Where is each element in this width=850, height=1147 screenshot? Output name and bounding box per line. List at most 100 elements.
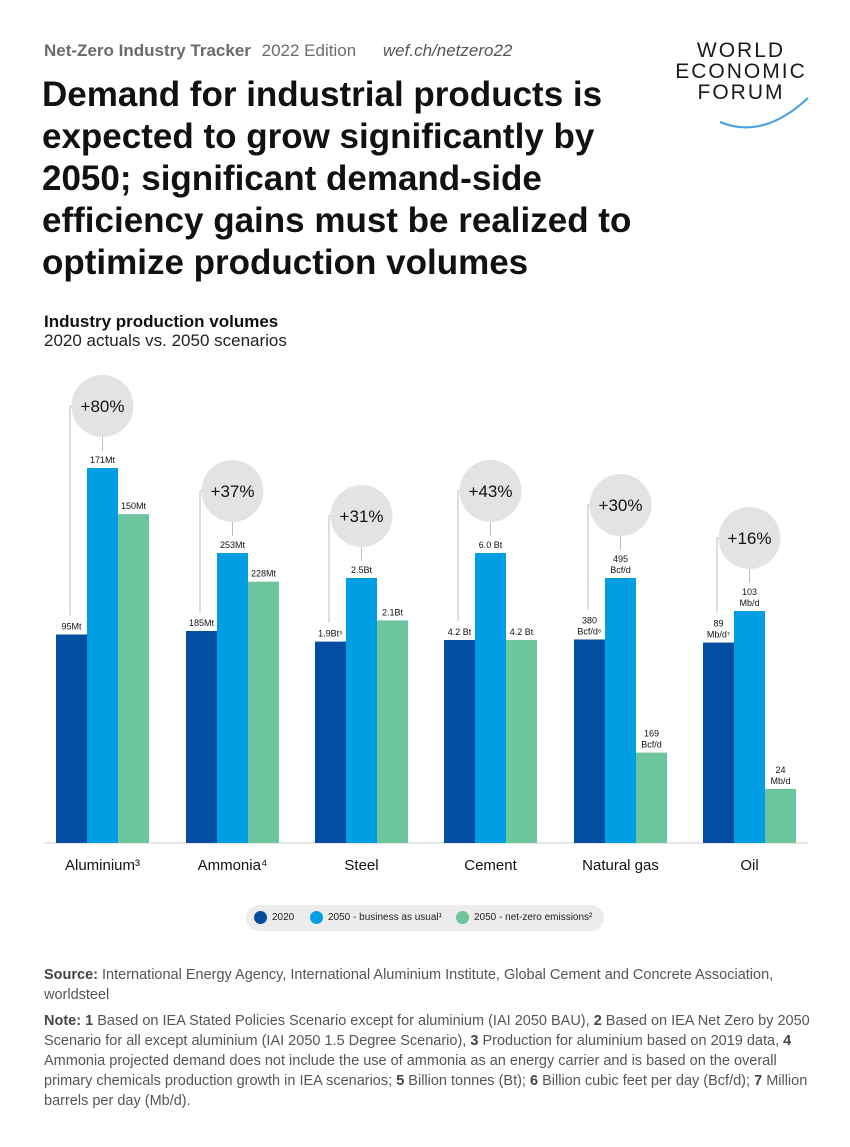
change-label: +30% xyxy=(599,496,643,515)
data-label: 380 Bcf/d⁶ xyxy=(577,615,602,636)
change-bubble xyxy=(459,460,522,522)
bar-netzero xyxy=(636,752,667,843)
data-label: 4.2 Bt xyxy=(510,627,534,637)
change-label: +43% xyxy=(469,482,513,501)
change-label: +80% xyxy=(81,397,125,416)
bar-2020 xyxy=(703,642,734,843)
change-bubble xyxy=(201,460,264,522)
change-bubble xyxy=(330,485,393,547)
bar-bau xyxy=(346,578,377,843)
connector-line xyxy=(199,490,202,613)
bar-netzero xyxy=(377,620,408,843)
note-num: 7 xyxy=(754,1073,763,1089)
note-num: 3 xyxy=(470,1033,479,1049)
logo-line-3: FORUM xyxy=(697,81,785,104)
data-label: 1.9Bt⁵ xyxy=(318,629,343,639)
data-label: 2.1Bt xyxy=(382,607,404,617)
note-label: Note: xyxy=(44,1013,82,1029)
legend-label: 2020 xyxy=(272,912,295,923)
bar-bau xyxy=(475,553,506,843)
change-bubble xyxy=(718,507,781,569)
category-label: Ammonia⁴ xyxy=(198,857,268,874)
source-text: International Energy Agency, Internation… xyxy=(44,967,774,1003)
bar-chart: 95Mt 171Mt 150Mt +80% Aluminium³ 185Mt 253Mt 22… xyxy=(44,375,808,874)
change-label: +31% xyxy=(340,507,384,526)
note-paragraph: Note: 1 Based on IEA Stated Policies Sce… xyxy=(44,1011,814,1111)
note-num: 5 xyxy=(396,1073,405,1089)
chart-legend: 2020 2050 - business as usual¹ 2050 - ne… xyxy=(246,905,604,931)
connector-line xyxy=(587,504,590,610)
data-label: 171Mt xyxy=(90,455,116,465)
chart-subtitle: 2020 actuals vs. 2050 scenarios xyxy=(44,331,287,350)
logo-line-2: ECONOMIC xyxy=(675,60,807,83)
data-label: 95Mt xyxy=(61,622,82,632)
source-note: Source: International Energy Agency, Int… xyxy=(44,965,814,1005)
connector-line xyxy=(69,405,72,616)
source-url-link[interactable]: wef.ch/netzero22 xyxy=(382,41,513,60)
legend-item-netzero: 2050 - net-zero emissions² xyxy=(456,911,592,924)
bar-2020 xyxy=(315,641,346,843)
data-label: 6.0 Bt xyxy=(479,540,503,550)
bar-2020 xyxy=(186,631,217,843)
legend-label: 2050 - business as usual¹ xyxy=(328,912,442,923)
data-label: 103 Mb/d xyxy=(739,587,759,608)
change-bubble xyxy=(589,474,652,536)
logo-arc-icon xyxy=(719,97,809,129)
tracker-brand: Net-Zero Industry Tracker xyxy=(44,41,251,60)
bar-2020 xyxy=(56,634,87,843)
footnotes: Source: International Energy Agency, Int… xyxy=(44,965,814,1117)
bar-netzero xyxy=(765,788,796,843)
change-label: +16% xyxy=(728,529,772,548)
wef-logo: WORLD ECONOMIC FORUM xyxy=(668,40,814,130)
source-label: Source: xyxy=(44,967,98,983)
data-label: 150Mt xyxy=(121,501,147,511)
bar-2020 xyxy=(574,639,605,843)
category-label: Oil xyxy=(740,857,758,874)
data-label: 24 Mb/d xyxy=(770,765,790,786)
change-label: +37% xyxy=(211,482,255,501)
note-text: Billion tonnes (Bt); xyxy=(408,1073,526,1089)
legend-swatch-2020 xyxy=(254,911,267,924)
data-label: 253Mt xyxy=(220,540,246,550)
bar-netzero xyxy=(248,581,279,843)
tracker-edition: 2022 Edition xyxy=(261,41,357,60)
legend-label: 2050 - net-zero emissions² xyxy=(474,912,593,923)
bar-netzero xyxy=(506,640,537,843)
note-text: Production for aluminium based on 2019 d… xyxy=(482,1033,780,1049)
connector-line xyxy=(328,515,331,623)
category-label: Natural gas xyxy=(582,857,659,874)
bar-bau xyxy=(87,468,118,843)
page-title: Demand for industrial products is expect… xyxy=(42,75,632,282)
chart-title: Industry production volumes xyxy=(44,312,279,331)
legend-swatch-netzero xyxy=(456,911,469,924)
change-bubble xyxy=(71,375,134,437)
connector-line xyxy=(457,490,460,621)
logo-line-1: WORLD xyxy=(696,39,786,62)
data-label: 228Mt xyxy=(251,569,277,579)
data-label: 89 Mb/d⁷ xyxy=(707,619,730,640)
note-text: Ammonia projected demand does not includ… xyxy=(44,1053,777,1089)
bar-bau xyxy=(734,611,765,843)
note-num: 2 xyxy=(593,1013,602,1029)
data-label: 2.5Bt xyxy=(351,565,373,575)
note-num: 4 xyxy=(783,1033,792,1049)
category-label: Aluminium³ xyxy=(65,857,140,874)
connector-line xyxy=(716,537,719,613)
tracker-header: Net-Zero Industry Tracker 2022 Edition w… xyxy=(44,41,512,61)
bar-netzero xyxy=(118,514,149,843)
bar-bau xyxy=(605,578,636,843)
data-label: 495 Bcf/d xyxy=(610,554,631,575)
note-text: Billion cubic feet per day (Bcf/d); xyxy=(542,1073,751,1089)
category-label: Cement xyxy=(464,857,517,874)
data-label: 169 Bcf/d xyxy=(641,729,662,750)
bar-bau xyxy=(217,553,248,843)
note-text: Based on IEA Net Zero by 2050 Scenario f… xyxy=(44,1013,810,1049)
note-num: 1 xyxy=(85,1013,94,1029)
legend-item-bau: 2050 - business as usual¹ xyxy=(310,911,442,924)
note-text: Based on IEA Stated Policies Scenario ex… xyxy=(97,1013,590,1029)
data-label: 4.2 Bt xyxy=(448,627,472,637)
category-label: Steel xyxy=(344,857,378,874)
note-num: 6 xyxy=(530,1073,539,1089)
legend-swatch-bau xyxy=(310,911,323,924)
legend-item-2020: 2020 xyxy=(254,911,294,924)
